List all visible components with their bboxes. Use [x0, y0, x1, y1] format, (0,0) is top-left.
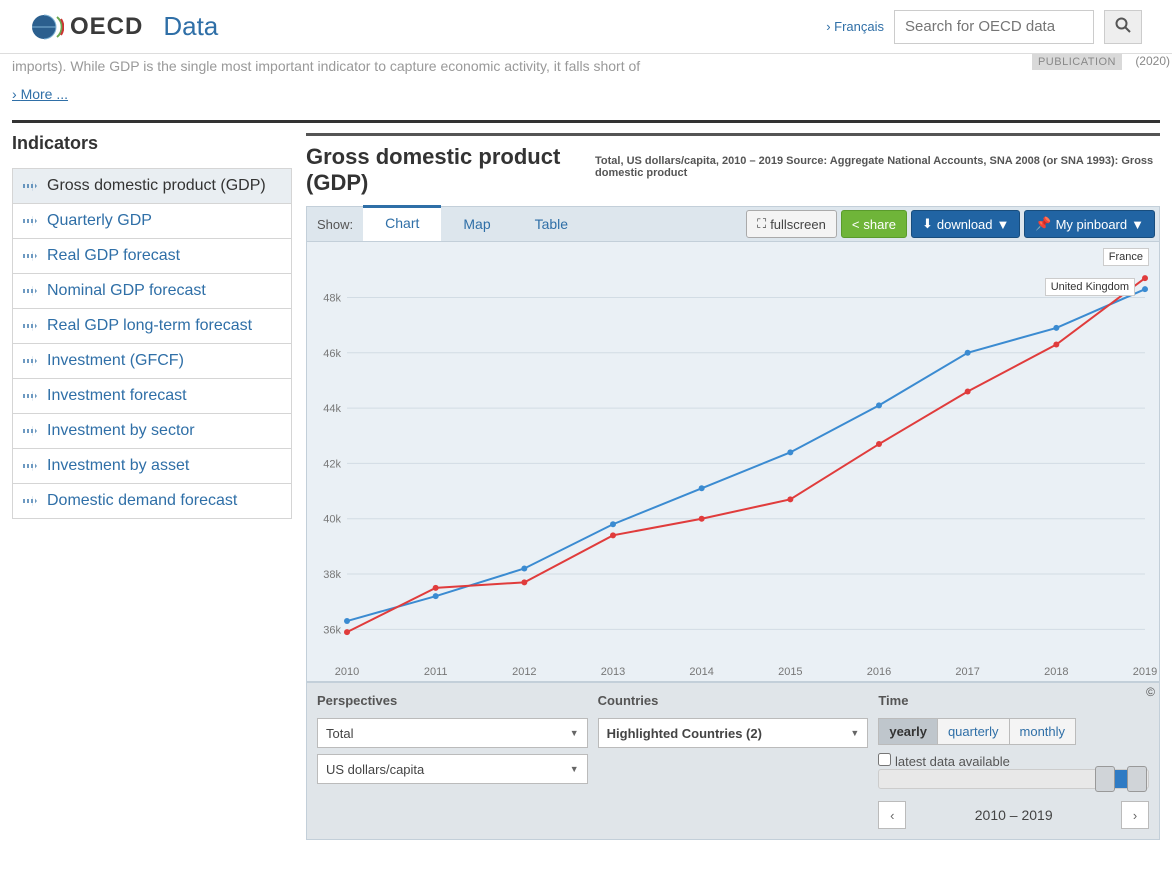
line-chart: 36k 38k 40k 42k 44k 46k 48k 2010 2011 2012 2013 201…: [307, 242, 1159, 681]
indicator-item[interactable]: Real GDP long-term forecast: [13, 309, 291, 344]
time-tab-monthly[interactable]: monthly: [1010, 719, 1076, 744]
svg-text:2012: 2012: [512, 666, 536, 678]
indicator-item[interactable]: Investment by asset: [13, 449, 291, 484]
slider-handle-start[interactable]: [1095, 766, 1115, 792]
chart-area: 36k 38k 40k 42k 44k 46k 48k 2010 2011 2012 2013 201…: [306, 242, 1160, 682]
svg-text:44k: 44k: [323, 403, 341, 415]
svg-text:2013: 2013: [601, 666, 625, 678]
svg-text:38k: 38k: [323, 569, 341, 581]
series-label: United Kingdom: [1045, 278, 1135, 296]
fullscreen-button[interactable]: ⛶ fullscreen: [746, 210, 837, 238]
search-button[interactable]: [1104, 10, 1142, 44]
main-content: Gross domestic product (GDP) Total, US d…: [306, 133, 1160, 840]
time-range-label: 2010 – 2019: [914, 807, 1113, 823]
sidebar: Indicators Gross domestic product (GDP)Q…: [12, 133, 292, 840]
view-toolbar: Show: ChartMapTable ⛶ fullscreen < share…: [306, 206, 1160, 242]
svg-text:2011: 2011: [424, 666, 448, 678]
view-tab-table[interactable]: Table: [513, 206, 590, 242]
slider-handle-end[interactable]: [1127, 766, 1147, 792]
indicator-item[interactable]: Quarterly GDP: [13, 204, 291, 239]
time-prev-button[interactable]: ‹: [878, 801, 906, 829]
perspective-unit-select[interactable]: US dollars/capita: [317, 754, 588, 784]
svg-text:36k: 36k: [323, 624, 341, 636]
intro-text: imports). While GDP is the single most i…: [0, 54, 1172, 82]
show-label: Show:: [317, 217, 353, 232]
indicator-item[interactable]: Nominal GDP forecast: [13, 274, 291, 309]
more-link[interactable]: More ...: [0, 82, 80, 106]
section-label[interactable]: Data: [163, 11, 218, 42]
countries-col: Countries Highlighted Countries (2): [598, 693, 869, 829]
indicator-item[interactable]: Investment by sector: [13, 414, 291, 449]
search-icon: [1115, 17, 1131, 33]
brand-text: OECD: [70, 13, 143, 41]
indicator-item[interactable]: Gross domestic product (GDP): [13, 169, 291, 204]
indicator-list: Gross domestic product (GDP)Quarterly GD…: [12, 168, 292, 519]
svg-text:2016: 2016: [867, 666, 891, 678]
perspectives-col: Perspectives Total US dollars/capita: [317, 693, 588, 829]
view-tab-chart[interactable]: Chart: [363, 205, 441, 241]
time-col: Time yearlyquarterlymonthly latest data …: [878, 693, 1149, 829]
svg-text:46k: 46k: [323, 348, 341, 360]
time-tab-yearly[interactable]: yearly: [879, 719, 938, 744]
indicator-item[interactable]: Domestic demand forecast: [13, 484, 291, 519]
indicator-item[interactable]: Investment (GFCF): [13, 344, 291, 379]
svg-text:2019: 2019: [1133, 666, 1157, 678]
svg-text:42k: 42k: [323, 458, 341, 470]
oecd-globe-icon: [30, 10, 64, 44]
svg-text:2015: 2015: [778, 666, 802, 678]
pinboard-button[interactable]: 📌 My pinboard ▼: [1024, 210, 1155, 238]
svg-text:2010: 2010: [335, 666, 359, 678]
perspective-total-select[interactable]: Total: [317, 718, 588, 748]
time-tab-quarterly[interactable]: quarterly: [938, 719, 1010, 744]
oecd-logo[interactable]: OECD: [30, 10, 143, 44]
chart-subtitle: Total, US dollars/capita, 2010 – 2019 So…: [595, 155, 1160, 179]
download-button[interactable]: ⬇ download ▼: [911, 210, 1020, 238]
countries-select[interactable]: Highlighted Countries (2): [598, 718, 869, 748]
svg-text:2018: 2018: [1044, 666, 1068, 678]
indicator-item[interactable]: Real GDP forecast: [13, 239, 291, 274]
share-button[interactable]: < share: [841, 210, 907, 238]
sidebar-heading: Indicators: [12, 133, 292, 154]
indicator-item[interactable]: Investment forecast: [13, 379, 291, 414]
search-input[interactable]: [894, 10, 1094, 44]
svg-text:2017: 2017: [955, 666, 979, 678]
language-link[interactable]: Français: [826, 19, 884, 34]
publication-year: (2020): [1135, 54, 1170, 68]
copyright: ©: [1146, 685, 1155, 699]
series-label: France: [1103, 248, 1149, 266]
chart-controls: © Perspectives Total US dollars/capita C…: [306, 682, 1160, 840]
time-next-button[interactable]: ›: [1121, 801, 1149, 829]
svg-text:40k: 40k: [323, 514, 341, 526]
publication-badge: PUBLICATION: [1032, 54, 1122, 70]
svg-text:2014: 2014: [689, 666, 713, 678]
time-slider[interactable]: [878, 769, 1149, 789]
view-tab-map[interactable]: Map: [441, 206, 512, 242]
chart-title: Gross domestic product (GDP): [306, 144, 585, 196]
header: OECD Data Français: [0, 0, 1172, 54]
latest-data-checkbox[interactable]: latest data available: [878, 754, 1010, 769]
svg-text:48k: 48k: [323, 292, 341, 304]
divider: [12, 120, 1160, 123]
